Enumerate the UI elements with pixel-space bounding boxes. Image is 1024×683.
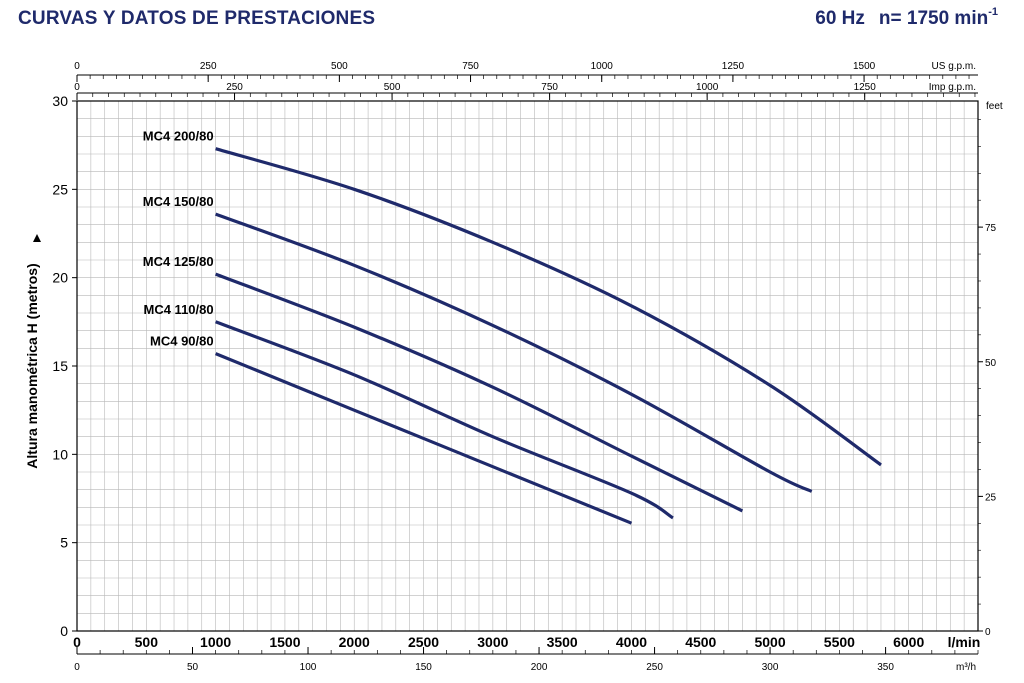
x-tick-label: 4000 <box>616 634 647 650</box>
imp-gpm-scale-unit: Imp g.p.m. <box>929 82 976 93</box>
series-line-5 <box>214 352 633 525</box>
y-tick-label: 5 <box>60 535 68 551</box>
x-tick-label: 2500 <box>408 634 439 650</box>
m3h-scale-tick-label: 350 <box>877 662 894 673</box>
y-tick-label: 30 <box>52 93 68 109</box>
x-tick-label: 3500 <box>547 634 578 650</box>
right-tick-label: 75 <box>985 223 997 234</box>
series-label: MC4 125/80 <box>143 254 214 269</box>
m3h-scale-tick-label: 50 <box>187 662 199 673</box>
us-gpm-scale-tick-label: 0 <box>74 61 80 72</box>
m3h-scale-tick-label: 300 <box>762 662 779 673</box>
speed-text: n= 1750 min <box>878 8 989 29</box>
imp-gpm-scale-tick-label: 0 <box>74 82 80 93</box>
right-tick-label: 25 <box>985 492 997 503</box>
x-tick-label: 4500 <box>685 634 716 650</box>
frequency-info: 60 Hz n= 1750 min-1 <box>801 6 998 30</box>
labels: MC4 200/80 MC4 150/80 MC4 125/80 MC4 110/80… <box>143 129 214 349</box>
y-tick-label: 10 <box>52 446 68 462</box>
series-label: MC4 200/80 <box>143 129 214 144</box>
series-line-1 <box>215 147 882 467</box>
m3h-scale-tick-label: 100 <box>300 662 317 673</box>
page-title: CURVAS Y DATOS DE PRESTACIONES <box>18 8 376 29</box>
x-tick-label: 1500 <box>269 634 300 650</box>
us-gpm-scale-tick-label: 1000 <box>591 61 614 72</box>
imp-gpm-scale-tick-label: 1250 <box>854 82 877 93</box>
m3h-scale-tick-label: 250 <box>646 662 663 673</box>
us-gpm-scale-tick-label: 250 <box>200 61 217 72</box>
y-tick-label: 20 <box>52 270 68 286</box>
y-tick-label: 25 <box>52 181 68 197</box>
y-axis-label: Altura manométrica H (metros) <box>24 263 40 468</box>
right-axis-unit: feet <box>986 101 1003 112</box>
y-tick-label: 0 <box>60 623 68 639</box>
imp-gpm-scale-tick-label: 500 <box>384 82 401 93</box>
series-label: MC4 90/80 <box>150 334 214 349</box>
series-label: MC4 150/80 <box>143 194 214 209</box>
x-axis-unit: l/min <box>948 634 981 650</box>
series-line-2 <box>215 212 813 493</box>
m3h-scale-tick-label: 0 <box>74 662 80 673</box>
right-tick-label: 0 <box>985 627 991 638</box>
x-tick-label: 3000 <box>477 634 508 650</box>
series-line-3 <box>215 272 744 513</box>
speed-label: n= 1750 min-1 <box>878 6 998 29</box>
us-gpm-scale-unit: US g.p.m. <box>932 61 976 72</box>
right-tick-label: 50 <box>985 358 997 369</box>
imp-gpm-scale-tick-label: 750 <box>541 82 558 93</box>
series-label: MC4 110/80 <box>144 302 214 317</box>
x-tick-label: 500 <box>135 634 159 650</box>
grid <box>76 100 979 632</box>
x-tick-label: 6000 <box>893 634 924 650</box>
y-tick-label: 15 <box>52 358 68 374</box>
x-tick-label: 2000 <box>339 634 370 650</box>
frequency-label: 60 Hz <box>815 8 865 29</box>
us-gpm-scale-tick-label: 750 <box>462 61 479 72</box>
series-lines <box>214 147 882 525</box>
imp-gpm-scale-tick-label: 250 <box>226 82 243 93</box>
m3h-scale-unit: m³/h <box>956 662 976 673</box>
us-gpm-scale-tick-label: 1250 <box>722 61 745 72</box>
x-tick-label: 5500 <box>824 634 855 650</box>
series-line-4 <box>215 320 674 520</box>
x-tick-label: 0 <box>73 634 81 650</box>
x-tick-label: 5000 <box>754 634 785 650</box>
m3h-scale-tick-label: 150 <box>415 662 432 673</box>
imp-gpm-scale-tick-label: 1000 <box>696 82 719 93</box>
x-tick-label: 1000 <box>200 634 231 650</box>
us-gpm-scale-tick-label: 1500 <box>853 61 876 72</box>
us-gpm-scale-tick-label: 500 <box>331 61 348 72</box>
m3h-scale-tick-label: 200 <box>531 662 548 673</box>
y-axis-arrow-icon <box>33 234 41 242</box>
speed-exponent: -1 <box>988 6 998 18</box>
